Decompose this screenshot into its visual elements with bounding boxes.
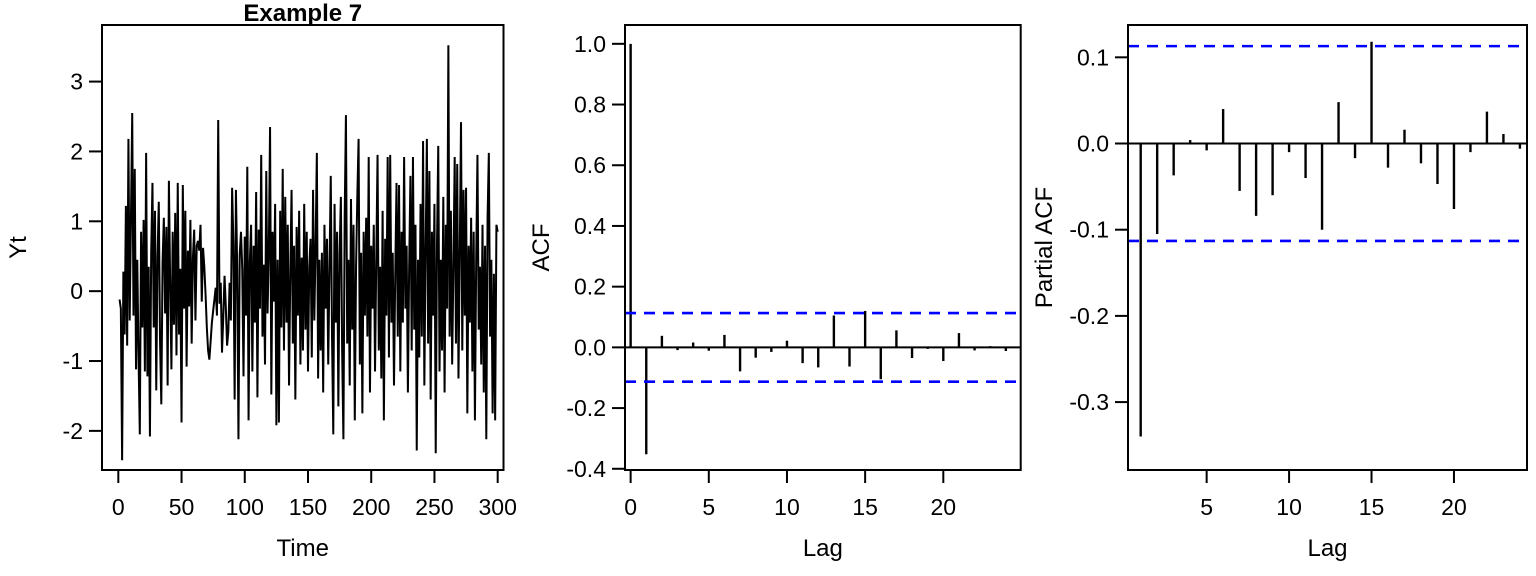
y-tick-label: 0.6 <box>574 152 606 178</box>
x-tick-label: 200 <box>352 494 390 520</box>
x-tick-label: 0 <box>112 494 125 520</box>
y-tick-label: -0.3 <box>1069 389 1109 415</box>
plot-frame <box>101 24 505 471</box>
panel-timeseries: 0 50 100 150 200 250 300 -2 -1 0 1 2 3 Example 7 Time Y… <box>5 0 517 562</box>
x-tick-label: 5 <box>1200 494 1213 520</box>
x-tick-label: 150 <box>289 494 327 520</box>
y-tick-label: 1 <box>70 208 83 234</box>
y-tick-label: -0.2 <box>566 395 606 421</box>
y-tick-label: 0 <box>70 278 83 304</box>
y-tick-label: -0.1 <box>1069 217 1109 243</box>
x-tick-label: 15 <box>1359 494 1385 520</box>
x-axis-label: Lag <box>803 535 843 562</box>
panel-acf: 0 5 10 15 20 -0.4 -0.2 0.0 0.2 0.4 0.6 0.8 1.0 Lag ACF <box>528 24 1022 562</box>
y-axis-label: ACF <box>528 224 555 272</box>
panel-title: Example 7 <box>243 0 362 27</box>
x-tick-label: 10 <box>774 494 800 520</box>
x-axis-label: Lag <box>1307 535 1347 562</box>
x-tick-label: 0 <box>624 494 637 520</box>
y-tick-label: 0.8 <box>574 92 606 118</box>
x-tick-label: 10 <box>1276 494 1302 520</box>
x-tick-label: 50 <box>169 494 195 520</box>
x-tick-label: 100 <box>226 494 264 520</box>
panel-pacf: 5 10 15 20 -0.3 -0.2 -0.1 0.0 0.1 Lag Partial ACF <box>1031 24 1528 562</box>
x-tick-label: 20 <box>1441 494 1467 520</box>
x-tick-label: 300 <box>478 494 516 520</box>
x-tick-label: 20 <box>931 494 957 520</box>
y-tick-label: -0.2 <box>1069 303 1109 329</box>
x-tick-label: 250 <box>415 494 453 520</box>
y-tick-label: -1 <box>63 348 83 374</box>
y-tick-label: 0.0 <box>574 334 606 360</box>
y-tick-label: -0.4 <box>566 456 606 482</box>
y-tick-label: 3 <box>70 69 83 95</box>
plot-frame <box>624 24 1022 471</box>
x-tick-label: 15 <box>852 494 878 520</box>
y-tick-label: 0.2 <box>574 274 606 300</box>
y-tick-label: 1.0 <box>574 31 606 57</box>
y-tick-label: 0.1 <box>1077 44 1109 70</box>
plot-frame <box>1127 24 1528 471</box>
y-tick-label: 2 <box>70 138 83 164</box>
y-tick-label: -2 <box>63 418 83 444</box>
x-tick-label: 5 <box>702 494 715 520</box>
y-axis-label: Yt <box>5 236 32 259</box>
y-axis-label: Partial ACF <box>1031 187 1058 308</box>
y-tick-label: 0.0 <box>1077 131 1109 157</box>
y-tick-label: 0.4 <box>574 213 606 239</box>
x-axis-label: Time <box>277 535 329 562</box>
series-line <box>118 45 499 461</box>
